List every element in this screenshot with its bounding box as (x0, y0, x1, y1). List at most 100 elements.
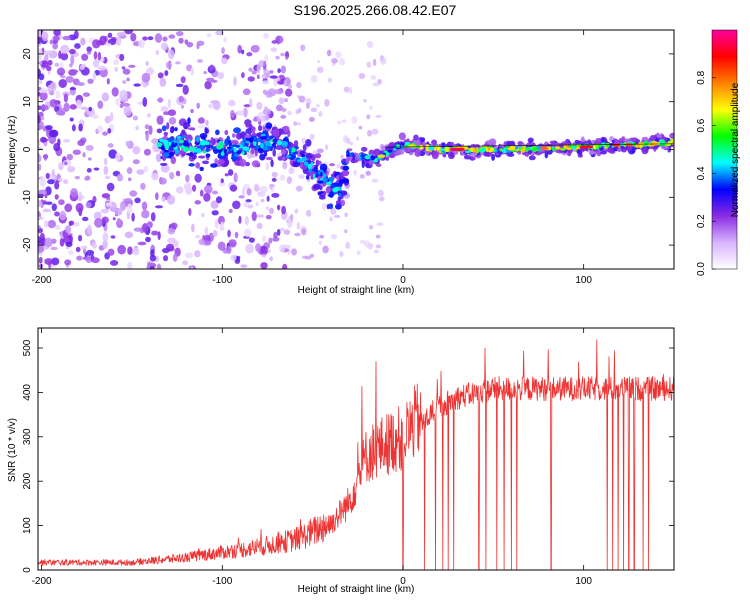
spectrogram-core-blob (174, 149, 179, 154)
spectrogram-noise-blob (203, 185, 213, 194)
spectrogram-core-blob (268, 145, 272, 150)
spectrogram-signal-blob (199, 166, 204, 172)
spectrogram-noise-blob (101, 92, 110, 102)
spectrogram-noise-blob (38, 106, 43, 111)
spectrogram-noise-blob (150, 212, 156, 222)
spectrogram-noise-blob (351, 116, 358, 124)
spectrogram-noise-blob (205, 119, 209, 126)
spectrogram-noise-blob (349, 141, 354, 146)
spectrogram-noise-blob (51, 257, 60, 266)
spectrogram-core-blob (202, 150, 207, 154)
spectrogram-noise-blob (68, 250, 74, 256)
spectrogram-noise-blob (197, 117, 205, 124)
spectrogram-noise-blob (244, 216, 250, 226)
spectrogram-core-blob (444, 147, 451, 153)
spectrogram-noise-blob (247, 204, 254, 209)
spectrogram-noise-blob (75, 202, 84, 213)
spectrogram-signal-blob (160, 162, 168, 166)
spectrogram-noise-blob (123, 106, 132, 117)
spectrogram-noise-blob (279, 174, 286, 181)
spectrogram-noise-blob (105, 202, 112, 207)
spectrogram-noise-blob (233, 172, 238, 183)
snr-series-line (38, 339, 674, 570)
spectrogram-noise-blob (190, 108, 194, 114)
spectrogram-signal-blob (244, 119, 252, 126)
spectrogram-noise-blob (59, 210, 67, 221)
spectrogram-noise-blob (142, 97, 148, 107)
spectrogram-noise-blob (54, 224, 61, 230)
spectrogram-noise-blob (261, 235, 267, 243)
spectrogram-noise-blob (276, 228, 281, 236)
spectrogram-noise-blob (86, 46, 92, 53)
spectrogram-noise-blob (345, 241, 351, 250)
spectrogram-core-blob (182, 146, 189, 153)
spectrogram-noise-blob (167, 98, 171, 109)
spectrogram-noise-blob (106, 182, 115, 192)
spectrogram-noise-blob (77, 234, 83, 242)
spectrogram-noise-blob (348, 86, 353, 95)
spectrogram-noise-blob (120, 200, 127, 211)
spectrogram-noise-blob (159, 177, 167, 185)
spectrogram-noise-blob (38, 80, 43, 85)
spectrogram-signal-blob (233, 127, 242, 134)
spectrogram-noise-blob (88, 157, 92, 161)
spectrogram-noise-blob (47, 179, 55, 185)
spectrogram-noise-blob (265, 162, 269, 171)
spectrogram-core-blob (285, 155, 292, 158)
spectrogram-noise-blob (94, 218, 103, 228)
spectrogram-noise-blob (60, 52, 69, 61)
spectrogram-noise-blob (133, 227, 142, 232)
spectrogram-noise-blob (169, 172, 175, 180)
spectrogram-noise-blob (144, 81, 150, 86)
spectrogram-core-blob (281, 140, 288, 147)
spectrogram-noise-blob (45, 201, 53, 205)
spectrogram-noise-blob (261, 253, 267, 258)
spectrogram-noise-blob (265, 214, 272, 220)
spectrogram-core-blob (393, 148, 397, 151)
spectrogram-core-blob (176, 135, 182, 140)
spectrogram-core-blob (260, 133, 266, 137)
spectrogram-signal-blob (302, 165, 307, 170)
spectrogram-noise-blob (112, 217, 116, 221)
spectrogram-core-blob (322, 173, 327, 178)
spectrogram-noise-blob (230, 254, 237, 261)
spectrogram-noise-blob (117, 244, 126, 255)
spectrogram-noise-blob (110, 36, 117, 43)
spectrogram-noise-blob (199, 189, 204, 197)
snr-axes: -200 -100 0 100 0 100 200 300 400 500 (22, 328, 674, 587)
spectrogram-noise-blob (321, 202, 327, 211)
spectrogram-noise-blob (115, 152, 121, 162)
spectrogram-noise-blob (373, 58, 377, 66)
spectrogram-noise-blob (160, 164, 170, 173)
spectrogram-noise-blob (366, 61, 372, 68)
spectrogram-signal-blob (214, 158, 219, 165)
spectrogram-y-tick-label: 20 (22, 48, 33, 60)
spectrogram-noise-blob (274, 88, 284, 95)
spectrogram-signal-blob (335, 203, 342, 210)
spectrogram-marks (38, 30, 674, 269)
spectrogram-noise-blob (339, 250, 344, 257)
spectrogram-noise-blob (289, 213, 294, 221)
spectrogram-signal-blob (588, 150, 595, 155)
spectrogram-noise-blob (260, 262, 268, 269)
spectrogram-noise-blob (52, 42, 59, 50)
spectrogram-signal-blob (319, 163, 328, 172)
spectrogram-noise-blob (135, 125, 140, 131)
spectrogram-core-blob (501, 148, 508, 153)
spectrogram-noise-blob (178, 37, 184, 44)
spectrogram-noise-blob (73, 222, 80, 227)
spectrogram-noise-blob (111, 87, 119, 97)
spectrogram-signal-blob (245, 124, 250, 128)
spectrogram-noise-blob (194, 173, 202, 183)
colorbar-tick-label: 0.4 (696, 166, 707, 180)
spectrogram-noise-blob (102, 232, 109, 242)
spectrogram-noise-blob (324, 100, 329, 107)
spectrogram-noise-blob (162, 255, 169, 262)
spectrogram-signal-blob (635, 139, 641, 143)
spectrogram-noise-blob (206, 32, 212, 38)
spectrogram-noise-blob (75, 99, 82, 110)
spectrogram-signal-blob (263, 150, 268, 157)
spectrogram-noise-blob (233, 76, 237, 87)
spectrogram-noise-blob (306, 102, 310, 109)
spectrogram-noise-blob (43, 50, 53, 55)
